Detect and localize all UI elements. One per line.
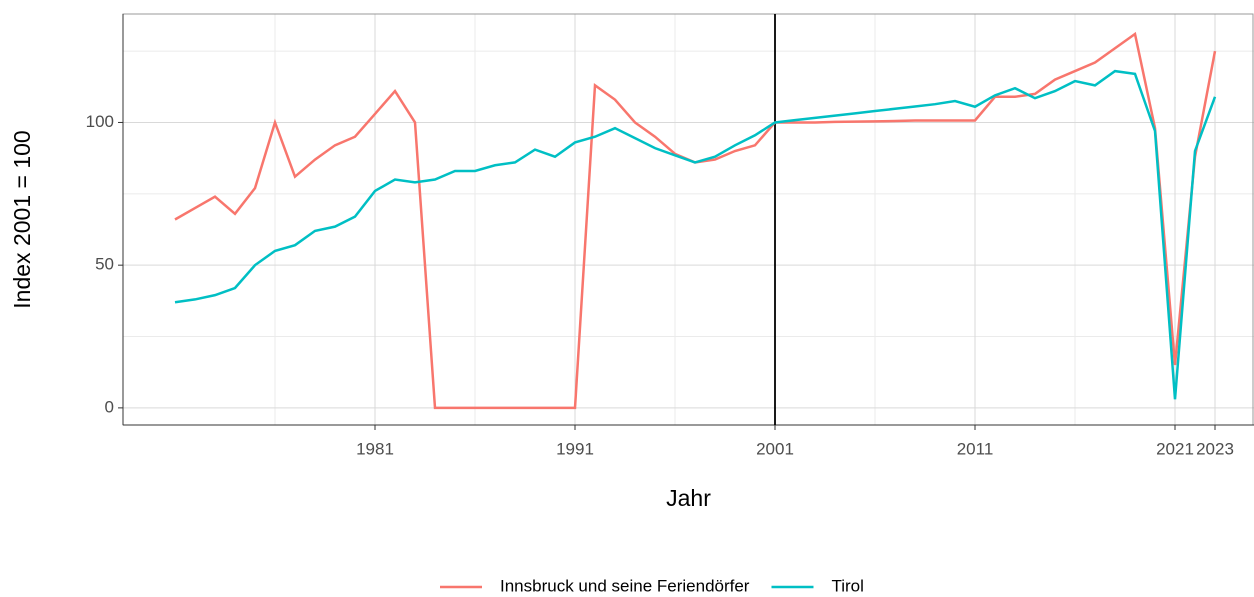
y-tick-label: 100 [86,112,114,131]
x-tick-label: 1981 [356,439,394,458]
panel-border [122,13,1254,426]
x-tick-label: 2011 [957,439,994,458]
y-axis-title: Index 2001 = 100 [9,130,35,308]
x-tick-label: 1991 [556,439,594,458]
x-tick-label: 2021 [1156,439,1194,458]
y-tick-label: 50 [95,255,114,274]
line-series [174,69,1217,400]
x-axis-title: Jahr [666,485,711,511]
x-tick-label: 2023 [1196,439,1234,458]
y-tick-label: 0 [105,397,114,416]
legend-label: Innsbruck und seine Feriendörfer [500,576,750,595]
legend-label: Tirol [831,576,863,595]
x-tick-label: 2001 [756,439,794,458]
